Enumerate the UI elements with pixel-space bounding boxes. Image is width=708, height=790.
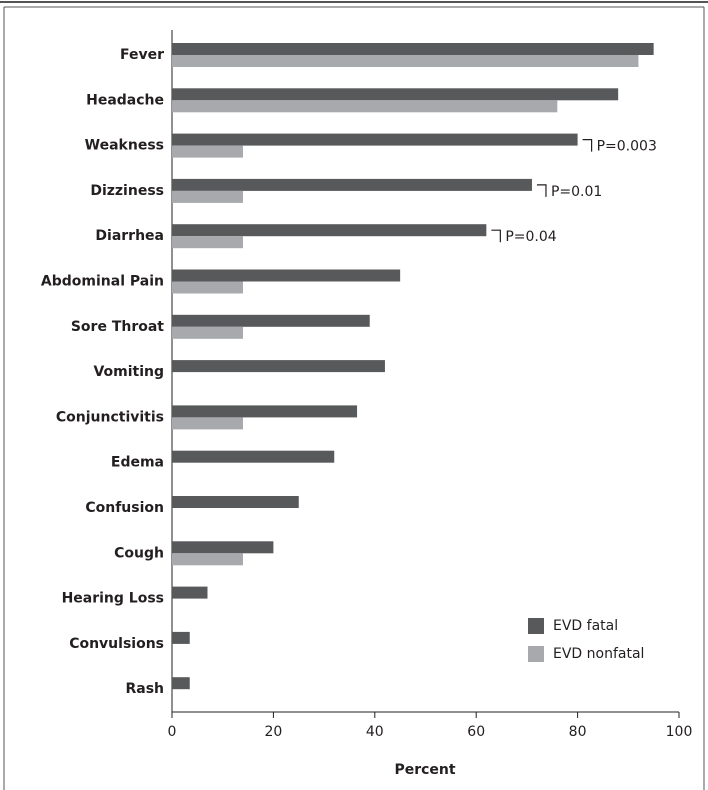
bar [172,100,558,113]
bar [172,541,274,554]
category-label: Weakness [85,138,164,154]
bar [172,677,190,690]
bar [172,145,243,158]
legend-swatch [528,646,544,662]
category-label: Fever [120,47,164,63]
bar [172,496,299,508]
category-label: Convulsions [69,636,164,652]
annotation-bracket [582,139,593,152]
x-axis-label: Percent [394,762,455,778]
bar [172,55,639,67]
bar [172,417,243,430]
bar [172,281,243,294]
legend-swatch [528,618,544,634]
x-tick-label: 60 [467,724,485,740]
bar [172,269,401,282]
bar [172,360,385,373]
bar [172,314,370,327]
category-label: Diarrhea [95,228,164,244]
legend-label: EVD nonfatal [553,646,644,662]
x-tick-label: 0 [168,724,177,740]
annotation: P=0.04 [505,229,556,245]
bar [172,133,578,146]
bar [172,586,208,599]
category-label: Conjunctivitis [56,409,164,425]
category-label: Cough [114,545,164,561]
bar [172,631,190,644]
bar [172,224,487,237]
category-label: Abdominal Pain [41,274,164,290]
bar [172,553,243,566]
category-label: Edema [111,455,164,471]
bar [172,326,243,339]
category-label: Dizziness [90,183,164,199]
annotation: P=0.003 [597,139,657,155]
category-label: Headache [86,92,164,108]
bar [172,43,654,55]
bar [172,190,243,203]
category-label: Rash [125,681,164,697]
bar [172,178,532,191]
x-tick-label: 40 [366,724,384,740]
x-tick-label: 80 [569,724,587,740]
category-label: Vomiting [93,364,164,380]
annotation-bracket [536,184,547,197]
annotation-bracket [491,229,501,243]
legend-label: EVD fatal [553,618,618,634]
category-label: Hearing Loss [62,591,164,607]
bar [172,88,619,101]
annotation: P=0.01 [551,184,602,200]
bar [172,236,243,249]
x-tick-label: 20 [264,724,282,740]
bar [172,450,335,463]
bar [172,405,358,418]
category-label: Sore Throat [71,319,164,335]
x-tick-label: 100 [666,724,693,740]
category-label: Confusion [85,500,164,516]
